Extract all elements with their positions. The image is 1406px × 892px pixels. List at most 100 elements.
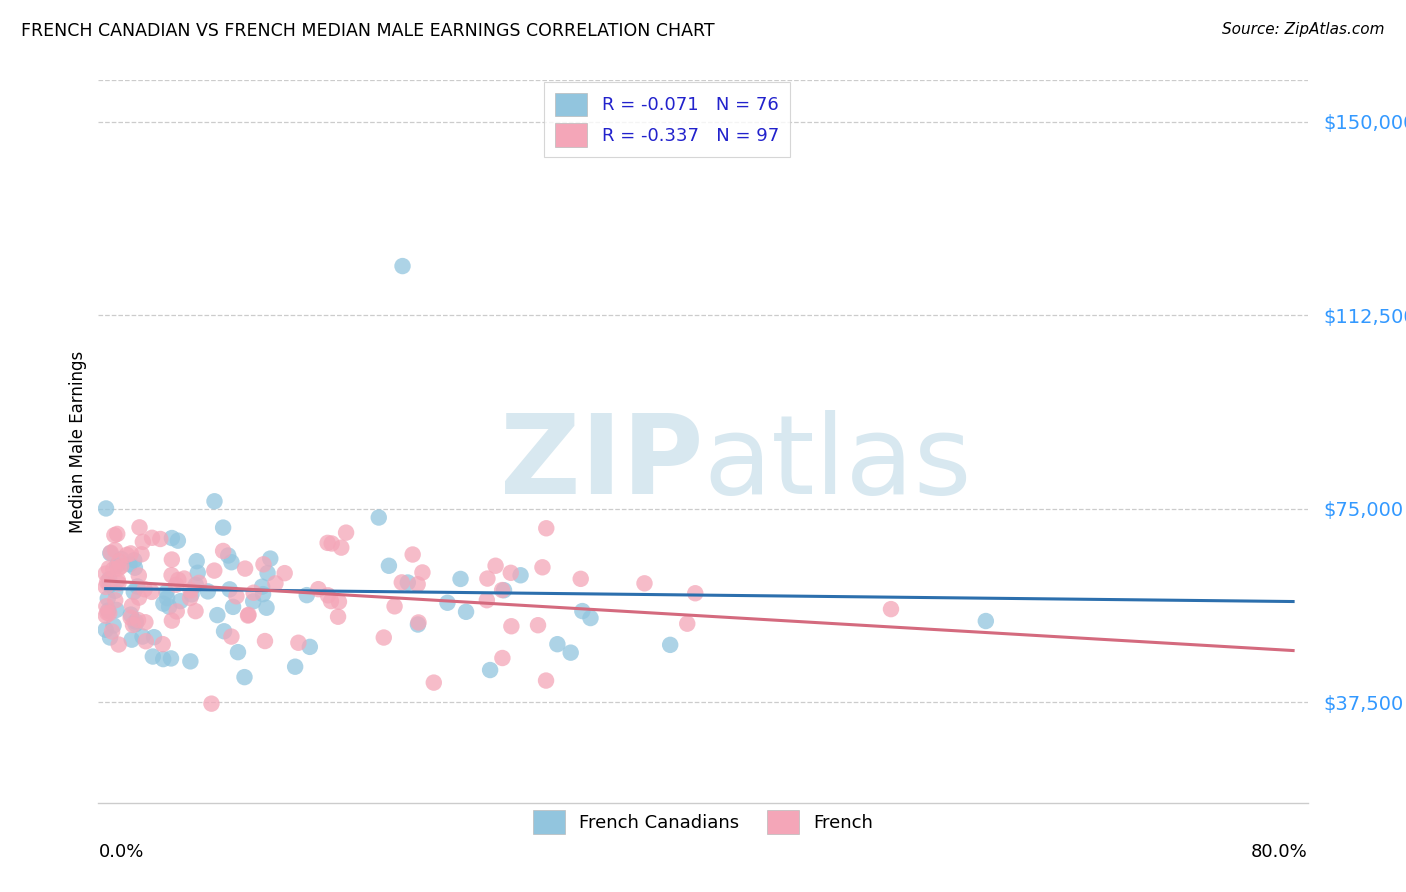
Point bbox=[319, 594, 342, 608]
Point bbox=[252, 587, 274, 601]
Point bbox=[152, 597, 174, 611]
Point bbox=[94, 566, 117, 581]
Point bbox=[264, 576, 287, 591]
Point bbox=[101, 624, 124, 639]
Point bbox=[406, 617, 429, 632]
Point bbox=[160, 531, 183, 545]
Point bbox=[166, 604, 188, 618]
Point bbox=[143, 630, 166, 644]
Point bbox=[124, 560, 146, 574]
Point bbox=[256, 566, 278, 580]
Point bbox=[571, 604, 593, 618]
Point bbox=[122, 585, 145, 599]
Point bbox=[450, 572, 472, 586]
Point bbox=[98, 607, 121, 621]
Text: ZIP: ZIP bbox=[499, 409, 703, 516]
Text: Source: ZipAtlas.com: Source: ZipAtlas.com bbox=[1222, 22, 1385, 37]
Point bbox=[122, 553, 145, 567]
Point bbox=[396, 575, 419, 590]
Legend: French Canadians, French: French Canadians, French bbox=[522, 799, 884, 845]
Y-axis label: Median Male Earnings: Median Male Earnings bbox=[69, 351, 87, 533]
Point bbox=[242, 585, 264, 599]
Point bbox=[179, 654, 201, 668]
Point bbox=[212, 520, 235, 534]
Point bbox=[186, 554, 208, 568]
Point bbox=[125, 615, 148, 629]
Point bbox=[212, 624, 235, 639]
Point bbox=[187, 566, 209, 580]
Point bbox=[307, 582, 329, 596]
Point bbox=[107, 638, 129, 652]
Point bbox=[94, 580, 117, 594]
Point bbox=[97, 561, 120, 575]
Point bbox=[141, 585, 163, 599]
Point bbox=[321, 536, 343, 550]
Point bbox=[284, 659, 307, 673]
Point bbox=[127, 579, 149, 593]
Point bbox=[221, 555, 243, 569]
Point bbox=[110, 559, 132, 574]
Point bbox=[98, 631, 121, 645]
Point bbox=[98, 578, 121, 592]
Point bbox=[142, 649, 165, 664]
Point bbox=[974, 614, 997, 628]
Point bbox=[98, 546, 121, 560]
Point bbox=[104, 593, 127, 607]
Point bbox=[107, 561, 129, 575]
Point bbox=[330, 541, 353, 555]
Point bbox=[135, 634, 157, 648]
Point bbox=[121, 599, 143, 613]
Point bbox=[218, 582, 240, 597]
Point bbox=[134, 615, 156, 630]
Point bbox=[253, 634, 276, 648]
Point bbox=[149, 532, 172, 546]
Point bbox=[160, 552, 183, 566]
Point bbox=[96, 606, 118, 620]
Point bbox=[295, 588, 318, 602]
Point bbox=[157, 599, 180, 614]
Point bbox=[273, 566, 295, 581]
Point bbox=[202, 564, 225, 578]
Point bbox=[233, 670, 256, 684]
Point bbox=[204, 494, 226, 508]
Point bbox=[120, 546, 142, 560]
Point bbox=[103, 562, 125, 576]
Point bbox=[316, 588, 339, 602]
Point bbox=[233, 561, 256, 575]
Point bbox=[127, 613, 149, 627]
Point bbox=[378, 558, 401, 573]
Point bbox=[173, 572, 195, 586]
Point bbox=[546, 637, 568, 651]
Point bbox=[184, 578, 207, 592]
Point bbox=[105, 603, 128, 617]
Point bbox=[491, 651, 513, 665]
Point bbox=[491, 583, 513, 598]
Point bbox=[128, 520, 150, 534]
Point bbox=[141, 531, 163, 545]
Point bbox=[131, 547, 153, 561]
Point bbox=[188, 575, 211, 590]
Point bbox=[501, 619, 523, 633]
Point bbox=[222, 599, 245, 614]
Point bbox=[160, 651, 183, 665]
Point bbox=[499, 566, 522, 580]
Point bbox=[569, 572, 592, 586]
Point bbox=[492, 583, 515, 598]
Point bbox=[226, 645, 249, 659]
Point bbox=[256, 600, 278, 615]
Point bbox=[221, 630, 243, 644]
Point bbox=[107, 576, 129, 591]
Point bbox=[560, 646, 582, 660]
Point bbox=[391, 259, 413, 273]
Point bbox=[118, 558, 141, 572]
Point bbox=[391, 575, 413, 590]
Point bbox=[225, 589, 247, 603]
Point bbox=[96, 599, 118, 614]
Point bbox=[94, 501, 117, 516]
Point bbox=[108, 554, 131, 568]
Point bbox=[217, 549, 239, 563]
Point bbox=[179, 591, 201, 605]
Point bbox=[436, 596, 458, 610]
Point bbox=[475, 593, 498, 607]
Point bbox=[120, 610, 142, 624]
